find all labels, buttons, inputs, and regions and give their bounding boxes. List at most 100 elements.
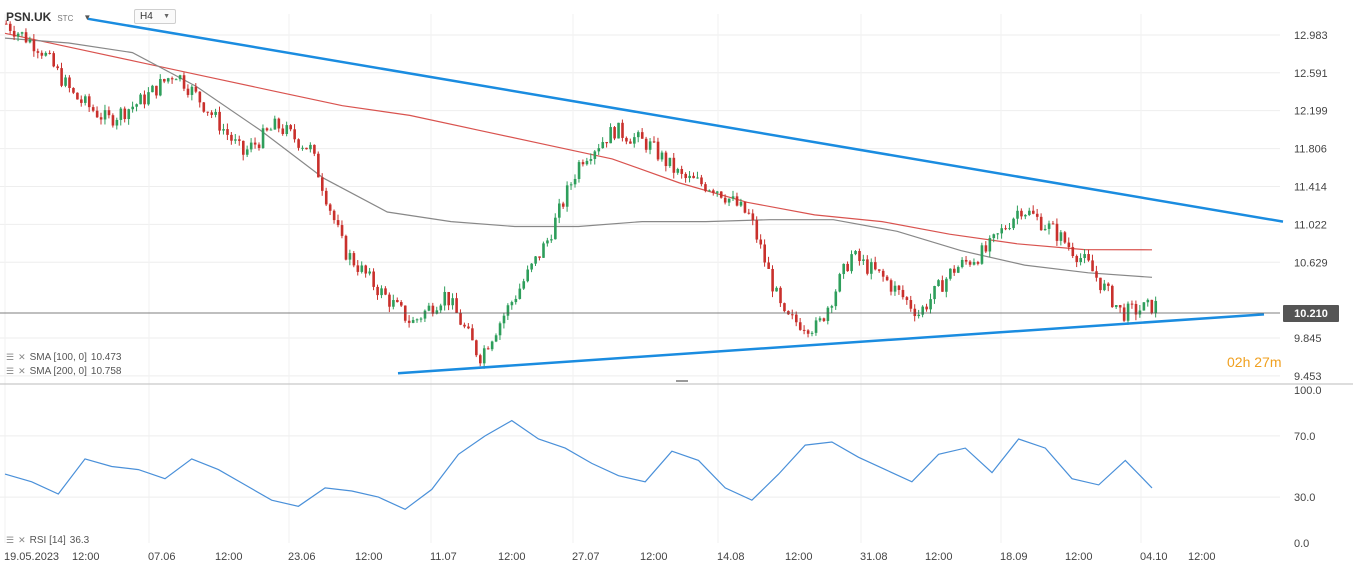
rsi-label: RSI [14]	[29, 535, 66, 546]
timeframe-value: H4	[140, 11, 153, 22]
candle-body	[826, 307, 830, 321]
candle-body	[664, 152, 668, 167]
candle-body	[226, 129, 229, 135]
close-icon[interactable]: ✕	[18, 366, 26, 376]
candle-body	[937, 280, 940, 287]
candle-body	[234, 139, 237, 141]
candle-body	[810, 332, 814, 334]
candle-body	[332, 210, 336, 221]
candle-body	[877, 269, 881, 271]
candle-body	[913, 308, 917, 317]
candle-body	[1087, 254, 1090, 261]
candle-body	[534, 256, 537, 264]
candle-body	[976, 262, 980, 264]
candle-body	[459, 312, 462, 325]
candle-body	[76, 92, 79, 100]
candle-body	[396, 300, 399, 303]
candle-body	[486, 348, 490, 350]
candle-body	[253, 142, 257, 145]
candle-body	[277, 118, 281, 129]
candle-body	[435, 310, 439, 314]
candle-body	[1083, 254, 1086, 259]
candle-body	[1047, 223, 1051, 229]
candle-body	[652, 141, 656, 143]
candle-body	[613, 127, 616, 139]
candle-body	[866, 259, 869, 274]
candle-body	[727, 198, 731, 203]
candle-body	[1012, 218, 1015, 229]
candle-body	[411, 320, 415, 323]
candle-body	[933, 286, 936, 300]
symbol-dropdown-icon[interactable]: ▼	[83, 12, 92, 22]
countdown-minutes: 27	[1254, 354, 1270, 370]
candle-body	[1138, 310, 1142, 315]
candle-body	[846, 263, 849, 272]
candle-body	[747, 212, 751, 214]
candle-body	[621, 122, 624, 138]
price-tick-label: 11.806	[1294, 144, 1327, 156]
symbol-name: PSN.UK	[6, 10, 52, 24]
candle-body	[127, 109, 131, 120]
candle-body	[723, 197, 727, 203]
candle-body	[921, 306, 924, 315]
candle-body	[929, 299, 932, 310]
candle-body	[648, 141, 652, 150]
time-axis[interactable]: 19.05.2023 12:00 07.06 12:00 23.06 12:00 11.07…	[4, 551, 1216, 563]
candle-body	[174, 79, 178, 81]
candle-body	[285, 125, 289, 135]
countdown-m-unit: m	[1269, 354, 1282, 370]
candle-body	[352, 253, 356, 266]
candle-body	[680, 168, 684, 174]
candle-body	[376, 286, 379, 296]
candle-body	[771, 268, 774, 292]
candle-body	[72, 87, 75, 93]
candle-body	[336, 220, 340, 226]
candle-body	[482, 348, 486, 364]
candle-body	[1122, 307, 1126, 321]
candle-body	[348, 253, 352, 260]
candle-body	[897, 285, 901, 290]
time-tick-label: 04.10	[1140, 551, 1168, 563]
price-tick-label: 11.022	[1294, 219, 1327, 231]
timeframe-select[interactable]: H4 ▼	[134, 9, 176, 24]
time-tick-label: 11.07	[430, 551, 457, 563]
price-axis[interactable]: 12.983 12.591 12.199 11.806 11.414 11.022 10.6…	[1294, 30, 1328, 383]
candle-body	[779, 287, 782, 304]
candle-body	[941, 280, 944, 292]
candle-body	[597, 148, 601, 152]
trendlines[interactable]	[87, 17, 1284, 375]
sma100-label: SMA [100, 0]	[29, 352, 87, 363]
sma-200-path	[4, 32, 1153, 251]
candle-body	[1126, 303, 1130, 321]
close-icon[interactable]: ✕	[18, 352, 26, 362]
candle-body	[301, 147, 304, 149]
candle-body	[858, 251, 861, 261]
candle-body	[313, 144, 316, 154]
candle-body	[360, 265, 364, 272]
candle-body	[202, 102, 206, 112]
price-tick-label: 10.629	[1294, 257, 1328, 269]
candle-body	[178, 75, 182, 80]
candle-body	[704, 184, 707, 191]
time-tick-label: 07.06	[148, 551, 176, 563]
chevron-down-icon: ▼	[163, 13, 170, 20]
candle-body	[1075, 256, 1079, 263]
candle-body	[1095, 271, 1098, 278]
candle-body	[451, 298, 454, 306]
candle-body	[111, 115, 115, 126]
settings-icon[interactable]: ☰	[6, 366, 15, 376]
settings-icon[interactable]: ☰	[6, 352, 15, 362]
time-tick-label: 12:00	[640, 551, 668, 563]
time-tick-label: 27.07	[572, 551, 600, 563]
settings-icon[interactable]: ☰	[6, 535, 15, 545]
candle-body	[870, 262, 873, 274]
close-icon[interactable]: ✕	[18, 535, 26, 545]
candle-body	[1020, 210, 1023, 217]
candle-body	[656, 141, 660, 160]
candle-body	[163, 79, 166, 82]
pane-resize-handle[interactable]	[676, 380, 688, 382]
candle-body	[522, 281, 526, 289]
rsi-line	[4, 419, 1153, 510]
candle-body	[1016, 210, 1019, 219]
